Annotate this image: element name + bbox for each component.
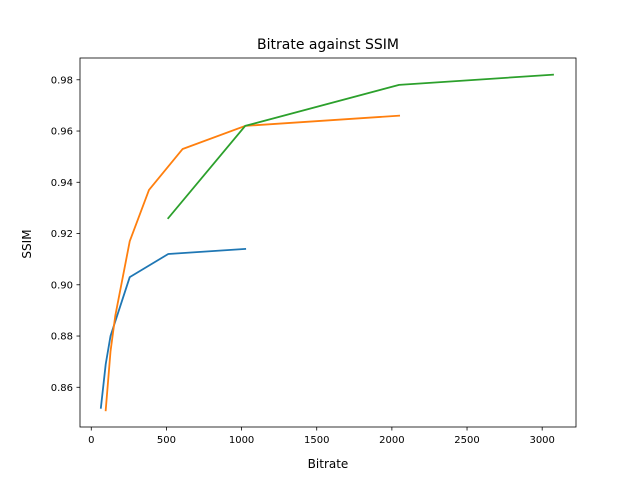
series-line-2 [104, 114, 401, 412]
chart-title: Bitrate against SSIM [257, 37, 399, 53]
y-tick-label: 0.88 [51, 332, 73, 343]
axes-frame [79, 57, 577, 428]
x-tick-label: 0 [88, 435, 94, 446]
series-line-3 [166, 73, 554, 220]
x-tick-label: 2500 [454, 435, 479, 446]
y-axis-ticks: 0.86 0.88 0.90 0.92 0.94 0.96 0.98 [51, 75, 80, 394]
y-tick-label: 0.86 [51, 383, 73, 394]
x-tick-label: 500 [157, 435, 176, 446]
y-axis-label: SSIM [20, 229, 34, 258]
x-axis-label: Bitrate [308, 457, 349, 471]
x-tick-label: 1000 [229, 435, 254, 446]
x-tick-label: 2000 [379, 435, 404, 446]
y-tick-label: 0.90 [51, 280, 73, 291]
series-line-1 [99, 247, 247, 409]
x-tick-label: 1500 [304, 435, 329, 446]
plot-area [79, 57, 577, 428]
y-tick-label: 0.98 [51, 75, 73, 86]
y-tick-label: 0.92 [51, 229, 73, 240]
y-tick-label: 0.94 [51, 178, 73, 189]
axes-border [79, 57, 577, 428]
y-tick-label: 0.96 [51, 127, 73, 138]
plot-background [80, 58, 576, 427]
x-axis-ticks: 0 500 1000 1500 2000 2500 3000 [88, 427, 555, 446]
x-tick-label: 3000 [529, 435, 554, 446]
series-layer [99, 73, 554, 412]
